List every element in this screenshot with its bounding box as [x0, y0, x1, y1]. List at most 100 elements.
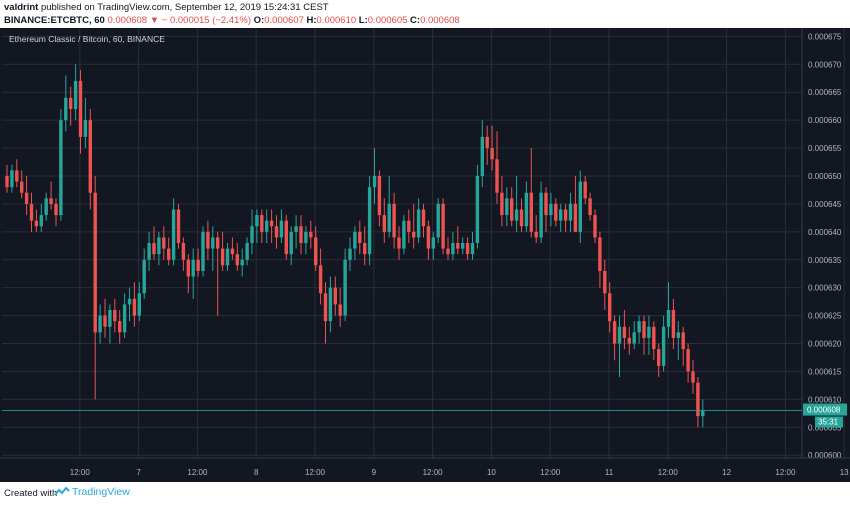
candle-body	[573, 203, 578, 232]
y-tick-label: 0.000645	[808, 200, 842, 209]
candle-body	[519, 209, 524, 227]
candle-body	[157, 237, 161, 255]
candle-body	[671, 310, 676, 338]
candle-body	[78, 81, 83, 137]
candle-body	[593, 215, 597, 238]
y-tick-label: 0.000655	[808, 144, 842, 153]
candle-body	[338, 304, 342, 316]
high-label: H:	[306, 15, 317, 26]
candle-body	[245, 243, 249, 260]
candle-body	[69, 97, 73, 109]
candle-body	[426, 226, 431, 249]
candle-body	[588, 198, 592, 216]
candle-body	[333, 287, 337, 305]
candle-body	[436, 203, 440, 238]
candle-body	[456, 243, 460, 249]
axes: 0.000675 0.000670 0.000665 0.000660 0.000655…	[0, 28, 850, 477]
y-tick-label: 0.000660	[808, 116, 842, 125]
created-with-label: Created with	[4, 488, 58, 499]
candle-body	[88, 120, 92, 193]
candle-body	[318, 265, 323, 294]
candle-body	[29, 203, 34, 221]
publish-line: valdrint published on TradingView.com, S…	[4, 2, 329, 13]
candle-body	[49, 198, 53, 204]
current-price-label: 0.000608	[807, 406, 841, 415]
y-tick-label: 0.000630	[808, 284, 842, 293]
candle-body	[181, 243, 186, 260]
y-tick-label: 0.000600	[808, 451, 842, 460]
candle-body	[274, 226, 279, 238]
candle-body	[578, 181, 582, 232]
candle-body	[392, 203, 396, 238]
author-name[interactable]: valdrint	[4, 2, 39, 13]
candle-body	[260, 215, 264, 232]
candle-body	[583, 181, 587, 199]
candle-body	[186, 259, 190, 277]
candle-body	[216, 237, 220, 249]
candle-body	[372, 175, 377, 188]
candle-body	[289, 231, 293, 255]
candle-body	[657, 349, 661, 366]
candlestick-chart[interactable]: 0.000675 0.000670 0.000665 0.000660 0.000655…	[0, 28, 850, 482]
candle-body	[304, 231, 308, 243]
candle-body	[627, 337, 631, 344]
candle-body	[15, 170, 19, 182]
candle-body	[642, 321, 646, 338]
candle-body	[544, 192, 548, 216]
countdown-label: 35:31	[818, 418, 839, 427]
candle-body	[617, 326, 622, 344]
candle-body	[367, 187, 372, 255]
chart-area[interactable]: 0.000675 0.000670 0.000665 0.000660 0.000655…	[0, 28, 850, 482]
y-tick-label: 0.000620	[808, 340, 842, 349]
y-tick-label: 0.000615	[808, 367, 842, 376]
candle-body	[314, 237, 318, 266]
candle-body	[118, 321, 122, 333]
candle-body	[363, 243, 367, 255]
x-tick-label: 8	[254, 468, 259, 477]
candle-body	[637, 321, 641, 333]
symbol-label: BINANCE:ETCBTC, 60	[4, 15, 105, 26]
candle-body	[269, 220, 274, 227]
candle-body	[524, 192, 529, 227]
candle-body	[603, 270, 607, 294]
y-tick-label: 0.000640	[808, 228, 842, 237]
candle-body	[505, 198, 509, 216]
y-tick-label: 0.000670	[808, 60, 842, 69]
candle-body	[647, 326, 651, 338]
y-tick-label: 0.000675	[808, 32, 842, 41]
x-tick-label: 13	[840, 468, 849, 477]
candle-body	[279, 220, 284, 238]
candle-body	[39, 215, 43, 227]
candle-body	[343, 259, 347, 316]
tradingview-logo[interactable]: TradingView	[54, 486, 130, 498]
candle-body	[387, 203, 391, 232]
candle-body	[480, 136, 484, 176]
candle-body	[5, 175, 9, 188]
candle-body	[431, 237, 435, 249]
y-tick-label: 0.000625	[808, 312, 842, 321]
grid	[2, 28, 845, 458]
candle-body	[632, 332, 636, 344]
candle-body	[255, 215, 259, 227]
candle-body	[73, 81, 78, 109]
candle-body	[701, 410, 705, 417]
candle-body	[127, 298, 132, 305]
candle-body	[152, 243, 156, 255]
x-tick-label: 10	[487, 468, 496, 477]
y-tick-label: 0.000665	[808, 88, 842, 97]
candle-body	[348, 248, 352, 260]
candle-body	[167, 248, 171, 260]
candle-body	[142, 259, 146, 294]
candle-body	[397, 237, 401, 249]
candle-body	[534, 231, 538, 238]
x-tick-label: 7	[136, 468, 141, 477]
candle-body	[83, 120, 88, 137]
x-tick-label: 12:00	[658, 468, 679, 477]
high-value: 0.000610	[316, 15, 357, 26]
y-tick-label: 0.000605	[808, 423, 842, 432]
candle-body	[446, 248, 450, 255]
candle-body	[113, 310, 117, 322]
candle-body	[59, 120, 63, 216]
x-tick-label: 12:00	[187, 468, 208, 477]
candle-body	[358, 231, 362, 243]
